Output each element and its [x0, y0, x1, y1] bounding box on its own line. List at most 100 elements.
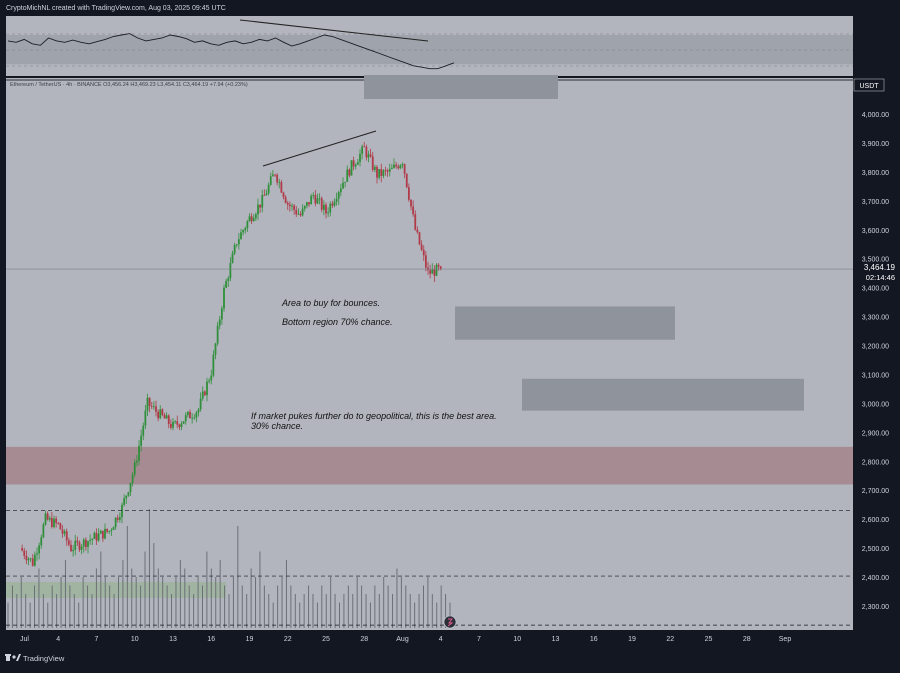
price-tick-label: 3,600.00 [862, 228, 889, 235]
candle-body [412, 206, 415, 215]
candle-body [67, 540, 70, 545]
price-pane[interactable] [6, 78, 853, 630]
candle-body [131, 474, 134, 483]
candle-body [439, 266, 442, 270]
footer-brand: TradingView [23, 654, 65, 663]
candle-body [201, 391, 204, 399]
price-tick-label: 3,100.00 [862, 372, 889, 379]
rsi-trendline[interactable] [239, 19, 429, 42]
candle-body [227, 278, 230, 282]
candle-body [57, 522, 60, 524]
replay-icon[interactable] [443, 615, 457, 629]
annotation-bottom-chance[interactable]: Bottom region 70% chance. [282, 317, 393, 327]
candle-body [342, 182, 344, 189]
candle-body [416, 229, 419, 233]
symbol-legend: Ethereum / TetherUS · 4h · BINANCE O3,45… [10, 82, 248, 88]
price-tick-label: 2,300.00 [862, 604, 889, 611]
candle-body [36, 553, 38, 555]
price-axis[interactable] [853, 16, 900, 634]
candle-body [401, 164, 404, 166]
sell-zone [6, 446, 853, 485]
candle-body [186, 411, 189, 416]
candle-body [386, 170, 389, 172]
candle-body [403, 164, 406, 174]
candle-body [310, 195, 313, 205]
candle-body [388, 168, 391, 172]
candle-body [53, 518, 55, 527]
time-tick-label: Jul [20, 636, 29, 643]
candle-body [367, 154, 370, 158]
candle-body [257, 204, 259, 215]
candle-body [303, 205, 306, 209]
price-tick-label: 3,400.00 [862, 286, 889, 293]
time-tick-label: 4 [439, 636, 443, 643]
candle-body [407, 187, 410, 200]
rsi-path [7, 33, 455, 70]
candle-body [297, 213, 300, 215]
time-tick-label: 19 [246, 636, 254, 643]
time-tick-label: 22 [284, 636, 292, 643]
candle-body [210, 375, 213, 381]
annotation-best-area-chance[interactable]: 30% chance. [251, 421, 303, 431]
candle-body [369, 154, 372, 157]
best-area-zone[interactable] [522, 378, 804, 411]
price-tick-label: 2,800.00 [862, 459, 889, 466]
candle-body [418, 232, 421, 245]
candle-body [165, 415, 168, 419]
annotation-bounce[interactable]: Area to buy for bounces. [281, 298, 380, 308]
candle-body [206, 381, 208, 396]
candle-body [359, 153, 361, 163]
candle-body [84, 539, 87, 548]
candle-body [248, 216, 251, 222]
candle-body [110, 530, 113, 531]
time-tick-label: 7 [477, 636, 481, 643]
candle-body [361, 146, 364, 154]
candle-body [63, 531, 66, 534]
candle-body [286, 202, 289, 205]
candle-body [308, 202, 310, 205]
candle-body [433, 269, 436, 276]
time-tick-label: 4 [56, 636, 60, 643]
candle-body [422, 249, 425, 256]
candle-body [365, 146, 368, 158]
candle-body [237, 239, 240, 245]
currency-tag [853, 78, 885, 92]
candle-body [223, 287, 225, 309]
price-tick-label: 3,000.00 [862, 401, 889, 408]
candle-body [246, 221, 249, 229]
candle-body [316, 198, 319, 204]
time-tick-label: 13 [552, 636, 560, 643]
volume-bars [7, 509, 451, 628]
candle-body [61, 529, 64, 534]
price-tick-label: 3,300.00 [862, 315, 889, 322]
candles [21, 141, 442, 567]
price-axis-ticks: 4,000.00 3,900.00 3,800.00 3,700.00 3,600.00… [862, 112, 889, 611]
time-axis[interactable] [0, 630, 900, 652]
candle-body [318, 198, 321, 200]
candle-body [384, 170, 387, 172]
time-tick-label: Sep [779, 636, 792, 643]
candle-body [329, 203, 332, 213]
candle-body [378, 169, 381, 178]
candle-body [99, 530, 102, 534]
candle-body [212, 354, 215, 376]
candle-body [40, 537, 43, 546]
candle-body [176, 421, 179, 425]
annotation-best-area[interactable]: If market pukes further do to geopolitic… [251, 411, 497, 421]
candle-body [346, 169, 349, 182]
time-tick-label: 22 [666, 636, 674, 643]
candle-body [157, 411, 160, 419]
price-trendline[interactable] [262, 130, 377, 167]
time-tick-label: 16 [207, 636, 215, 643]
price-tick-label: 4,000.00 [862, 112, 889, 119]
candle-body [348, 169, 351, 176]
candle-body [431, 269, 434, 274]
candle-body [312, 195, 315, 196]
candle-body [208, 380, 211, 382]
last-price-tag: 3,464.19 02:14:46 [854, 262, 900, 285]
candle-body [140, 435, 143, 446]
bounce-zone[interactable] [455, 306, 675, 340]
candle-body [112, 527, 115, 531]
candle-body [101, 530, 104, 539]
time-tick-label: 10 [131, 636, 139, 643]
